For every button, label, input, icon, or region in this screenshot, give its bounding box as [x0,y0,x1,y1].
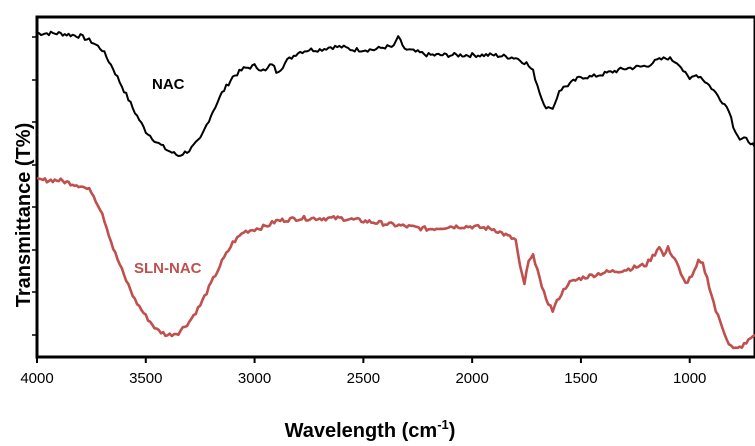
x-axis-title: Wavelength (cm-1) [285,417,456,442]
plot-area-border [35,15,755,359]
y-axis-ticks [32,36,37,336]
series-label-nac: NAC [152,76,185,93]
series-label-sln-nac: SLN-NAC [134,260,202,277]
series-layer [36,30,755,350]
x-tick-label: 4000 [20,370,53,387]
x-tick-label: 2000 [455,370,488,387]
x-tick-label: 3500 [129,370,162,387]
x-tick-label: 2500 [347,370,380,387]
y-axis-title: Transmittance (T%) [13,123,35,307]
x-tick-label: 3000 [238,370,271,387]
series-line-nac [36,30,755,157]
x-tick-label: 1500 [564,370,597,387]
x-tick-label: 1000 [673,370,706,387]
series-line-sln-nac [36,176,755,350]
x-axis-ticks: 4000 3500 3000 2500 2000 1500 1000 [20,357,706,387]
